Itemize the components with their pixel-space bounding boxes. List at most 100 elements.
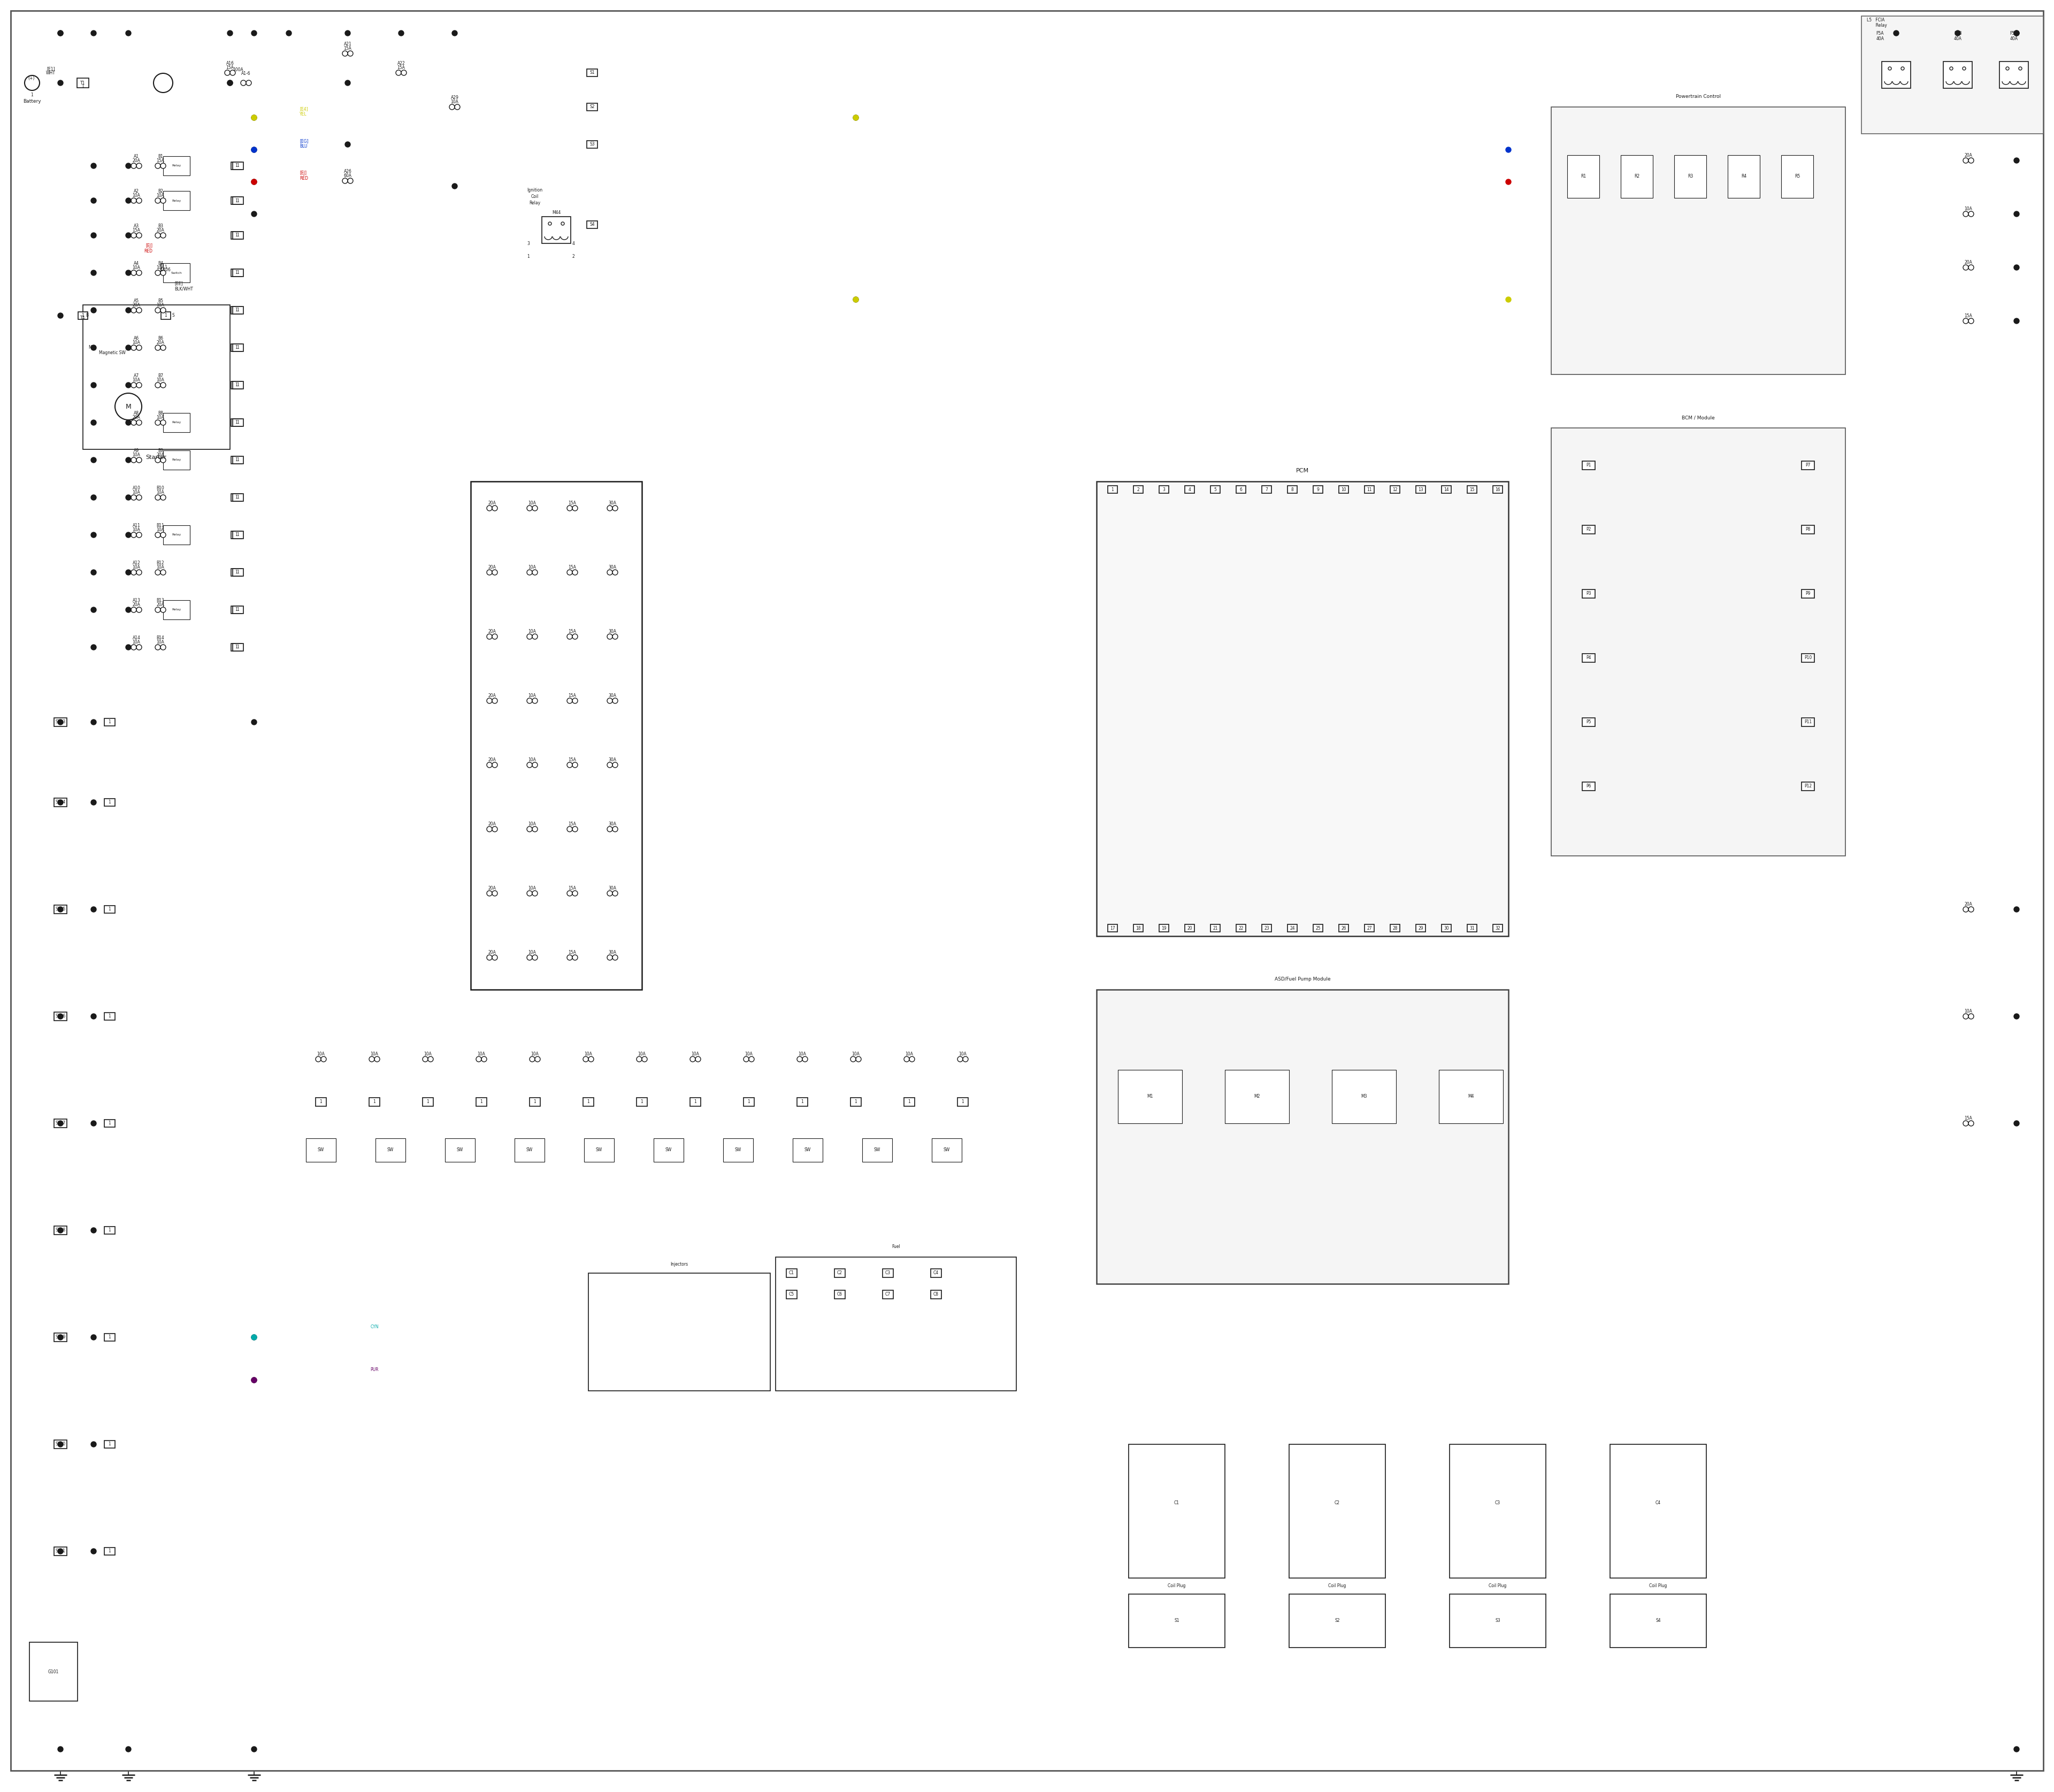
Text: 1: 1: [236, 457, 240, 462]
Circle shape: [90, 607, 97, 613]
Circle shape: [528, 634, 532, 640]
Circle shape: [156, 233, 160, 238]
Circle shape: [370, 1057, 374, 1063]
Text: 25: 25: [1315, 926, 1321, 930]
Text: B13: B13: [156, 599, 164, 602]
Text: S109: S109: [55, 1335, 66, 1340]
Circle shape: [608, 505, 612, 511]
Bar: [230, 643, 242, 650]
Circle shape: [125, 419, 131, 425]
Text: 1: 1: [109, 1122, 111, 1125]
Text: 30A: 30A: [608, 823, 616, 826]
Bar: [1610, 1595, 1707, 1647]
Text: S1: S1: [589, 70, 596, 75]
Text: A22: A22: [396, 61, 405, 66]
Circle shape: [251, 1335, 257, 1340]
Text: 10A: 10A: [528, 885, 536, 891]
Text: 1: 1: [236, 308, 240, 312]
Circle shape: [532, 634, 538, 640]
Text: 14: 14: [1444, 487, 1448, 491]
Text: 5: 5: [1214, 487, 1216, 491]
Bar: [1801, 654, 1814, 663]
Circle shape: [160, 607, 166, 613]
Circle shape: [532, 505, 538, 511]
Text: P4: P4: [1586, 656, 1592, 661]
Circle shape: [156, 570, 160, 575]
Circle shape: [487, 955, 493, 961]
Text: 1: 1: [31, 93, 33, 97]
Circle shape: [240, 81, 246, 86]
Circle shape: [136, 346, 142, 351]
Text: 2: 2: [1138, 487, 1140, 491]
Circle shape: [1964, 907, 1968, 912]
Circle shape: [125, 308, 131, 314]
Circle shape: [90, 30, 97, 36]
Text: 15A: 15A: [226, 65, 234, 70]
Text: S107: S107: [55, 1122, 66, 1125]
Text: 1: 1: [234, 570, 238, 575]
Text: 30A: 30A: [608, 950, 616, 955]
Bar: [1331, 1070, 1397, 1124]
Circle shape: [156, 495, 160, 500]
Bar: [1801, 461, 1814, 470]
Text: 60A: 60A: [343, 174, 351, 177]
Circle shape: [58, 719, 64, 724]
Circle shape: [612, 762, 618, 767]
Text: 30A: 30A: [608, 758, 616, 762]
Circle shape: [251, 179, 257, 185]
Bar: [933, 1138, 961, 1161]
Text: Relay: Relay: [173, 165, 181, 167]
Circle shape: [583, 1057, 587, 1063]
Circle shape: [1902, 66, 1904, 70]
Circle shape: [493, 634, 497, 640]
Bar: [1210, 486, 1220, 493]
Text: P7: P7: [1805, 462, 1810, 468]
Circle shape: [160, 308, 166, 314]
Bar: [587, 220, 598, 228]
Text: 10A: 10A: [528, 629, 536, 634]
Text: F5C: F5C: [2011, 30, 2017, 36]
Bar: [1582, 525, 1596, 534]
Circle shape: [90, 495, 97, 500]
Text: 10A: 10A: [528, 950, 536, 955]
Circle shape: [396, 70, 401, 75]
Bar: [690, 1098, 700, 1106]
Circle shape: [136, 607, 142, 613]
Bar: [78, 312, 88, 319]
Circle shape: [160, 233, 166, 238]
Bar: [583, 1098, 594, 1106]
Text: A4: A4: [134, 262, 140, 265]
Text: B10: B10: [156, 486, 164, 491]
Text: 1: 1: [236, 607, 240, 613]
Circle shape: [125, 346, 131, 351]
Circle shape: [125, 570, 131, 575]
Bar: [1290, 1595, 1384, 1647]
Text: S105: S105: [55, 907, 66, 912]
Text: 15A: 15A: [569, 629, 577, 634]
Text: SW: SW: [943, 1147, 951, 1152]
Text: Relay: Relay: [1867, 23, 1888, 29]
Bar: [1339, 925, 1349, 932]
Circle shape: [401, 70, 407, 75]
Text: 20A: 20A: [1964, 152, 1972, 158]
Bar: [230, 568, 242, 575]
Circle shape: [532, 955, 538, 961]
Bar: [776, 1256, 1017, 1391]
Bar: [1551, 108, 1844, 375]
Text: B2: B2: [158, 188, 162, 194]
Bar: [1781, 156, 1814, 197]
Circle shape: [487, 762, 493, 767]
Text: L5   FCIA: L5 FCIA: [1867, 18, 1886, 23]
Circle shape: [160, 382, 166, 387]
Circle shape: [136, 197, 142, 202]
Text: YEL: YEL: [300, 111, 306, 116]
Text: 30A: 30A: [608, 564, 616, 570]
Text: 1: 1: [234, 419, 238, 425]
Text: M1: M1: [88, 346, 94, 349]
Text: 10A: 10A: [852, 1052, 861, 1057]
Circle shape: [608, 891, 612, 896]
Circle shape: [156, 163, 160, 168]
Circle shape: [532, 826, 538, 831]
Bar: [232, 269, 242, 276]
Circle shape: [156, 308, 160, 314]
